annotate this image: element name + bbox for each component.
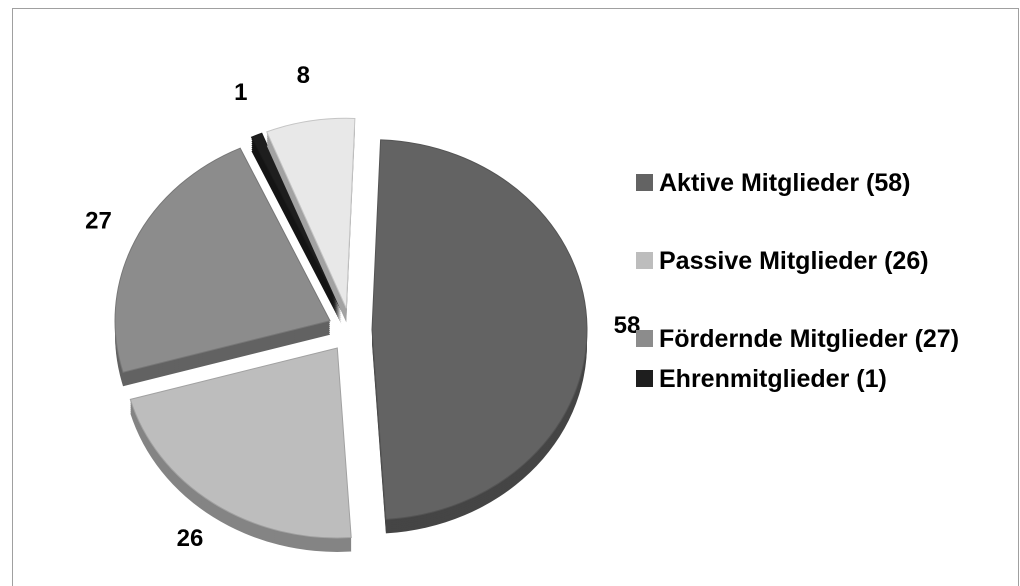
pie-slice — [250, 132, 342, 311]
legend-swatch — [636, 252, 653, 269]
data-label: 27 — [85, 208, 112, 235]
data-label: 26 — [177, 525, 204, 552]
legend-item: Fördernde Mitglieder (27) — [636, 322, 1006, 356]
legend-item: Aktive Mitglieder (58) — [636, 166, 1006, 200]
pie-slice — [129, 347, 352, 539]
legend-label: Ehrenmitglieder (1) — [659, 365, 887, 393]
legend-label: Passive Mitglieder (26) — [659, 247, 929, 275]
legend-swatch — [636, 174, 653, 191]
legend-item: Ehrenmitglieder (1) — [636, 362, 1006, 396]
pie-slice — [266, 117, 356, 309]
data-label: 1 — [234, 79, 247, 106]
legend: Aktive Mitglieder (58) Passive Mitglieder… — [636, 166, 1006, 440]
legend-label: Aktive Mitglieder (58) — [659, 169, 911, 197]
legend-swatch — [636, 330, 653, 347]
data-label: 8 — [297, 62, 310, 89]
legend-item: Passive Mitglieder (26) — [636, 244, 1006, 278]
pie-slice — [371, 139, 588, 520]
chart-frame — [12, 8, 1019, 586]
data-label: 58 — [614, 312, 641, 339]
pie-slice — [114, 147, 331, 373]
legend-swatch — [636, 370, 653, 387]
legend-label: Fördernde Mitglieder (27) — [659, 325, 960, 353]
